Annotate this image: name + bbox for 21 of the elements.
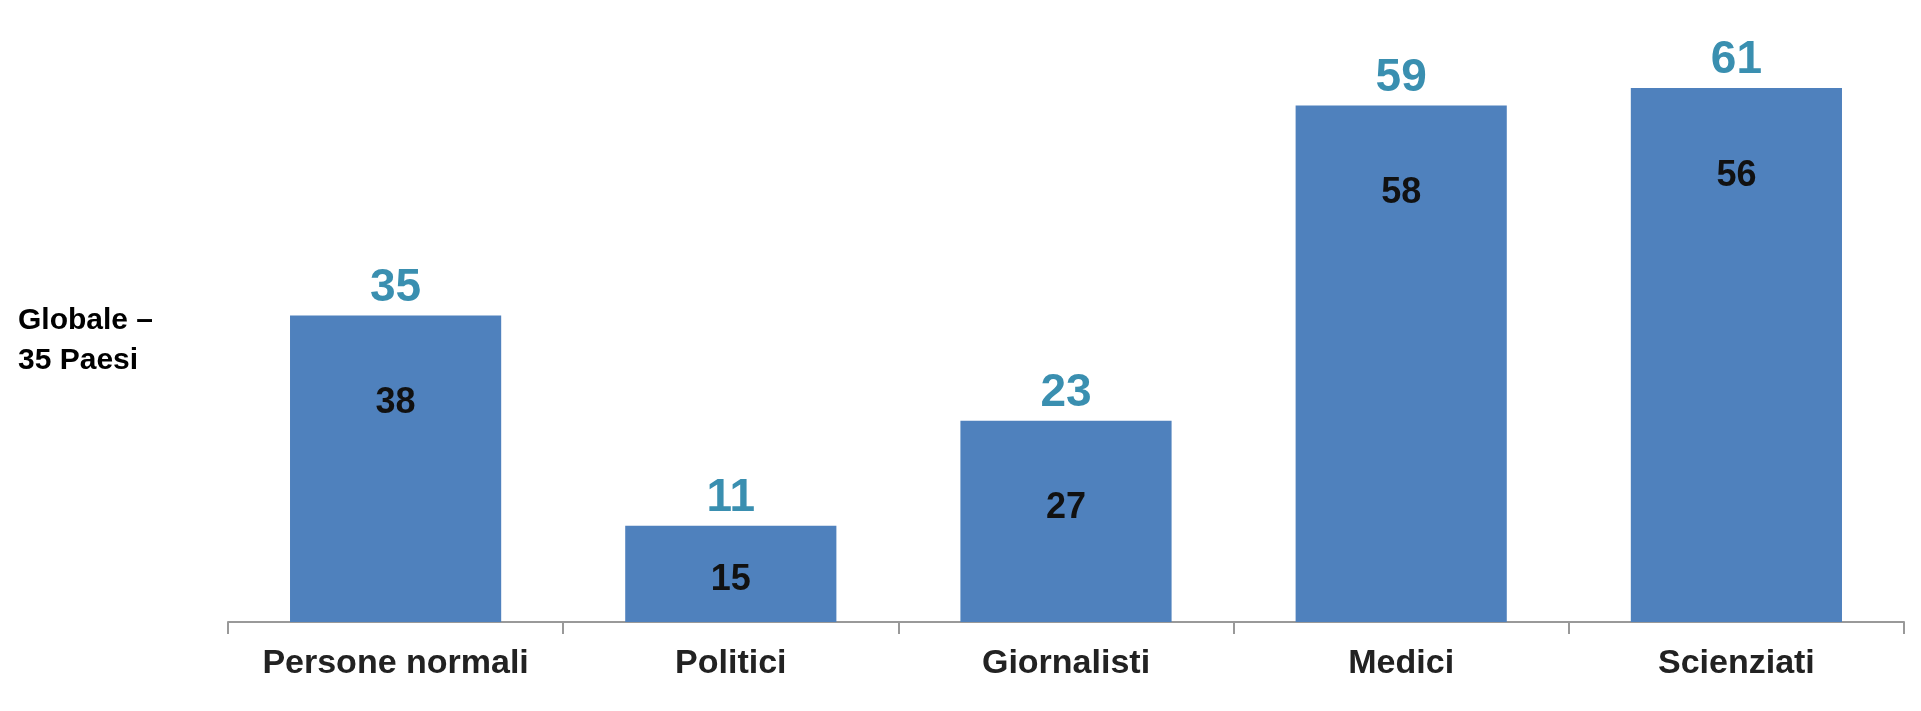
annotation: 38 <box>375 380 416 422</box>
bar <box>290 315 502 622</box>
x-tick-label: Politici <box>675 642 787 680</box>
annotation: 27 <box>1045 485 1087 527</box>
annotation: 58 <box>1381 170 1422 212</box>
bar <box>625 525 837 622</box>
data-label: 11 <box>706 468 756 521</box>
annotation: 56 <box>1716 152 1757 194</box>
x-tick-label: Scienziati <box>1657 642 1815 680</box>
data-label: 23 <box>1040 363 1092 416</box>
data-label: 61 <box>1710 31 1762 83</box>
data-label: 59 <box>1375 48 1427 101</box>
annotation: 15 <box>710 557 751 599</box>
x-tick-label: Giornalisti <box>981 642 1151 680</box>
x-tick-label: Persone normali <box>262 642 529 680</box>
data-label: 35 <box>370 258 422 311</box>
x-tick-label: Medici <box>1348 642 1455 680</box>
bar <box>960 420 1172 622</box>
y-axis-title: Globale – 35 Paesi <box>18 301 154 375</box>
bar <box>1630 88 1842 622</box>
bar <box>1295 105 1507 622</box>
